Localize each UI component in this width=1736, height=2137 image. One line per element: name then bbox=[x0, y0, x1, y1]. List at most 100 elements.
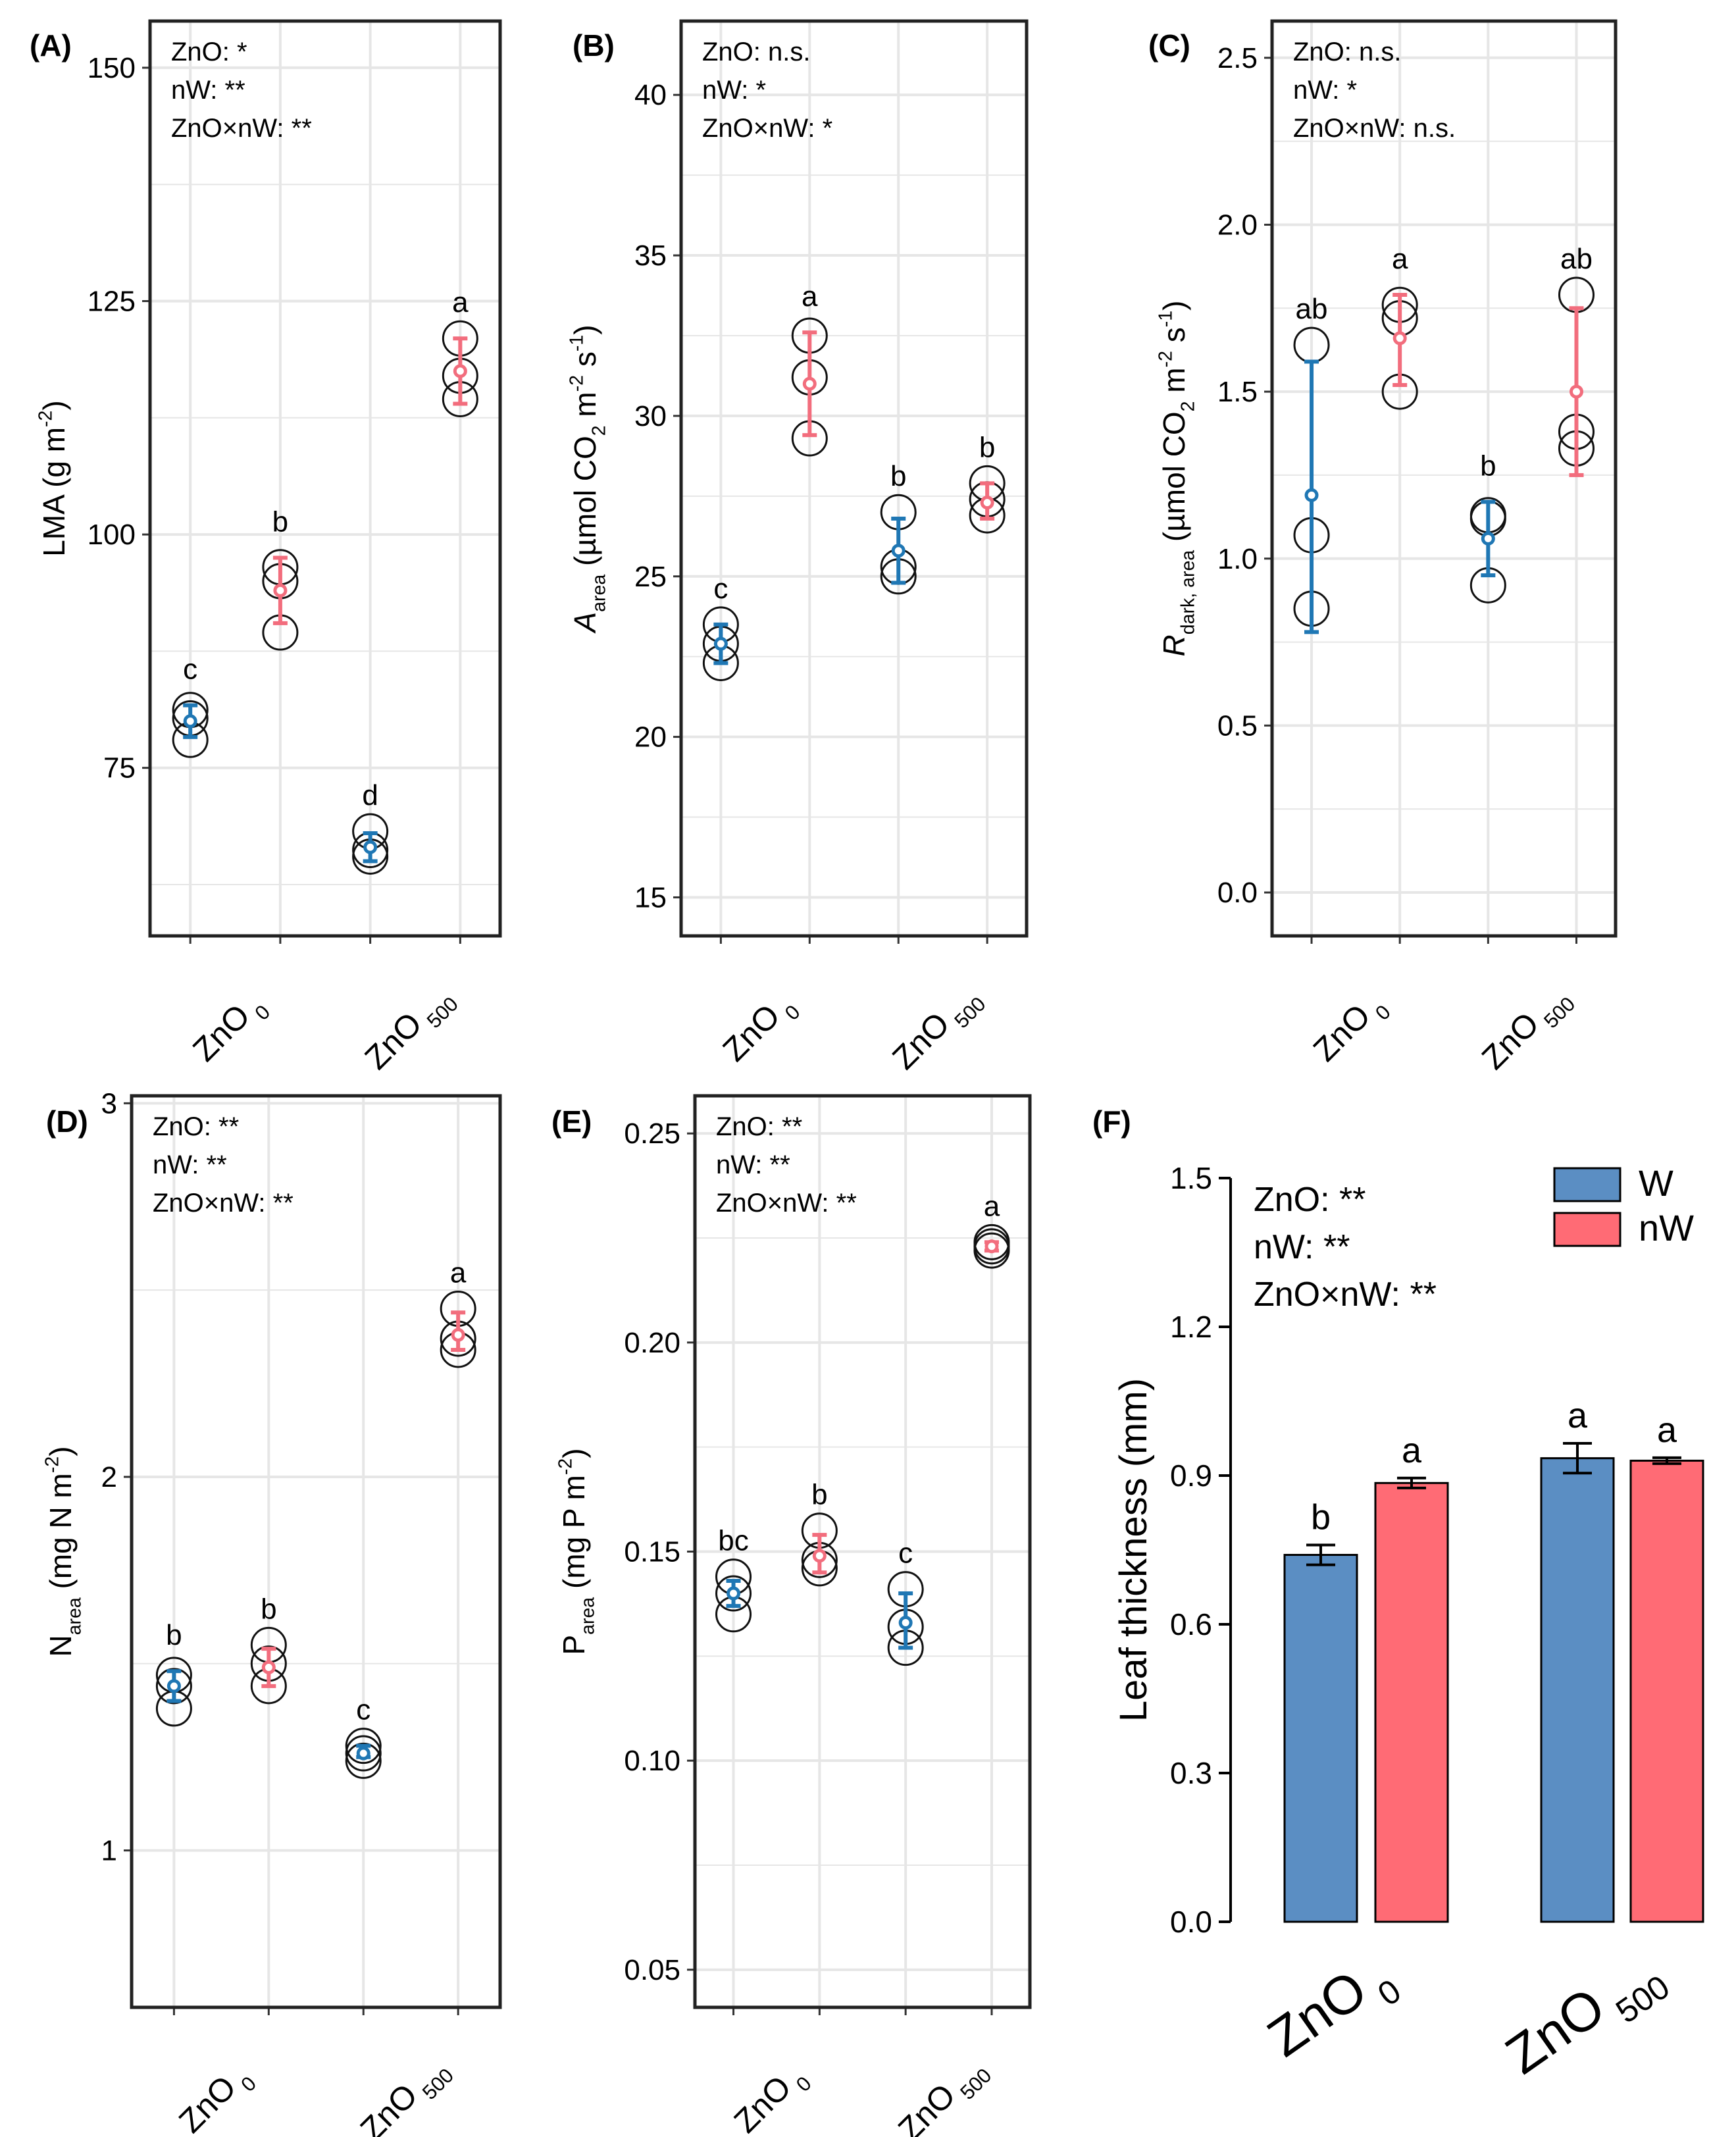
panel-e: (E) 0.05 0.10 0.15 0.20 0.25 ZnO 0 ZnO 500 ZnO: … bbox=[551, 1094, 1032, 2137]
y-axis-title-part: m bbox=[568, 392, 602, 425]
panel-f: (F) 0.0 0.3 0.6 0.9 1.2 1.5 Leaf thickness (mm)… bbox=[1092, 1104, 1704, 2096]
x-tick-label: ZnO 500 bbox=[1475, 977, 1580, 1082]
y-axis-title-part: (µmol CO bbox=[1157, 411, 1191, 550]
y-axis-title-part: s bbox=[568, 351, 602, 375]
x-tick-label-part: ZnO bbox=[1495, 1976, 1616, 2086]
significance-letter: ab bbox=[1560, 243, 1593, 275]
significance-letter: a bbox=[1568, 1396, 1588, 1435]
plot-frame bbox=[693, 1094, 1032, 2009]
y-axis-title-part: ) bbox=[557, 1448, 591, 1458]
y-tick-label: 0.0 bbox=[1217, 877, 1258, 909]
stats-line: ZnO: ** bbox=[1254, 1181, 1366, 1219]
replicate-point bbox=[973, 1223, 1010, 1260]
y-axis-title-part: -2 bbox=[555, 1458, 576, 1475]
x-tick-label: ZnO 0 bbox=[715, 985, 804, 1074]
stats-line: nW: * bbox=[702, 76, 766, 105]
y-tick-label: 125 bbox=[88, 286, 136, 318]
x-tick-label-part: ZnO bbox=[1475, 1005, 1546, 1076]
y-axis-title-part: LMA (g m bbox=[37, 427, 71, 557]
y-axis-title-part: R bbox=[1157, 634, 1191, 656]
x-tick-label-part: ZnO bbox=[186, 997, 257, 1068]
y-tick-label: 0.20 bbox=[624, 1327, 680, 1359]
mean-point bbox=[1304, 488, 1319, 502]
significance-letter: ab bbox=[1296, 293, 1328, 325]
y-tick-label: 0.9 bbox=[1170, 1458, 1212, 1493]
mean-point bbox=[453, 364, 467, 378]
stats-line: nW: ** bbox=[171, 76, 245, 105]
y-tick-label: 150 bbox=[88, 52, 136, 84]
significance-letter: b bbox=[811, 1479, 827, 1511]
y-axis-title-part: ) bbox=[37, 400, 71, 410]
y-axis-title-part: -2 bbox=[567, 375, 588, 392]
x-tick-label-part: ZnO bbox=[1306, 997, 1377, 1068]
y-axis-title-part: (µmol CO bbox=[568, 436, 602, 575]
mean-point bbox=[1569, 384, 1583, 399]
panel-label: (C) bbox=[1148, 28, 1190, 63]
y-tick-label: 0.25 bbox=[624, 1118, 680, 1150]
significance-letter: b bbox=[166, 1619, 182, 1651]
significance-letter: a bbox=[984, 1190, 1000, 1222]
x-tick-label: ZnO 500 bbox=[1495, 1939, 1676, 2096]
x-tick-label: ZnO 0 bbox=[1257, 1943, 1408, 2078]
significance-letter: c bbox=[898, 1537, 913, 1570]
stats-line: ZnO: n.s. bbox=[1293, 38, 1402, 66]
y-tick-label: 100 bbox=[88, 519, 136, 551]
significance-letter: a bbox=[802, 280, 818, 313]
significance-letter: a bbox=[1392, 243, 1408, 275]
legend-label-w: W bbox=[1639, 1162, 1673, 1204]
y-axis-title-part: m bbox=[1157, 367, 1191, 401]
y-axis-title-part: (mg N m bbox=[43, 1473, 78, 1597]
stats-line: nW: ** bbox=[1254, 1228, 1350, 1266]
stats-line: ZnO×nW: * bbox=[702, 114, 832, 143]
stats-line: ZnO×nW: n.s. bbox=[1293, 114, 1456, 143]
significance-letter: a bbox=[1402, 1431, 1422, 1470]
y-axis-title-part: ) bbox=[1157, 301, 1191, 311]
legend-label-nw: nW bbox=[1639, 1207, 1694, 1249]
y-axis-title-part: -1 bbox=[1156, 311, 1177, 327]
x-tick-label: ZnO 0 bbox=[186, 985, 274, 1074]
panel-b: (B) 15 20 25 30 35 40 ZnO 0 ZnO 500 ZnO: n.s. nW: … bbox=[567, 19, 1029, 1082]
significance-letter: d bbox=[362, 779, 378, 811]
mean-point bbox=[980, 496, 994, 510]
y-axis-title-part: ) bbox=[43, 1446, 78, 1456]
y-axis-title-part: 2 bbox=[589, 425, 610, 436]
x-tick-label: ZnO 500 bbox=[885, 977, 990, 1082]
mean-point bbox=[273, 583, 288, 598]
x-tick-label-part: ZnO bbox=[891, 2076, 962, 2137]
mean-point bbox=[898, 1616, 913, 1630]
y-tick-label: 35 bbox=[634, 240, 667, 272]
y-axis-title: Leaf thickness (mm) bbox=[1112, 1378, 1155, 1722]
y-tick-label: 2.5 bbox=[1217, 42, 1258, 74]
y-axis-title-part: ) bbox=[568, 324, 602, 334]
stats-line: ZnO: n.s. bbox=[702, 38, 811, 66]
plot-frame bbox=[130, 1094, 502, 2009]
y-tick-label: 40 bbox=[634, 79, 667, 111]
y-tick-label: 0.10 bbox=[624, 1745, 680, 1777]
y-tick-label: 15 bbox=[634, 881, 667, 914]
significance-letter: c bbox=[183, 654, 197, 686]
y-tick-label: 0.0 bbox=[1170, 1905, 1212, 1939]
plot-frame bbox=[148, 19, 502, 938]
significance-letter: b bbox=[979, 431, 995, 463]
y-axis-title-part: dark, area bbox=[1178, 550, 1199, 635]
stats-line: nW: ** bbox=[716, 1150, 790, 1179]
mean-point bbox=[802, 376, 817, 391]
stats-line: ZnO×nW: ** bbox=[153, 1189, 294, 1218]
mean-point bbox=[363, 840, 378, 854]
bar-w bbox=[1540, 1457, 1615, 1923]
significance-letter: a bbox=[1657, 1410, 1677, 1450]
x-tick-label-part: ZnO bbox=[357, 1005, 428, 1076]
significance-letter: b bbox=[1480, 450, 1496, 482]
bar-nw bbox=[1374, 1481, 1449, 1923]
y-axis-title-part: s bbox=[1157, 327, 1191, 351]
y-axis-title-part: (mg P m bbox=[557, 1475, 591, 1597]
mean-point bbox=[812, 1549, 827, 1563]
x-tick-label: ZnO 500 bbox=[357, 977, 463, 1082]
panel-label: (E) bbox=[551, 1104, 592, 1139]
stats-line: ZnO: ** bbox=[153, 1112, 239, 1141]
mean-point bbox=[183, 714, 197, 729]
panel-a: (A) 75 100 125 150 ZnO 0 ZnO 500 ZnO: * nW: ** Zn… bbox=[30, 19, 502, 1082]
significance-letter: a bbox=[450, 1257, 467, 1289]
y-axis-title-part: P bbox=[557, 1635, 591, 1655]
panel-d: (D) 1 2 3 ZnO 0 ZnO 500 ZnO: ** nW: ** ZnO×nW: *… bbox=[42, 1087, 502, 2137]
